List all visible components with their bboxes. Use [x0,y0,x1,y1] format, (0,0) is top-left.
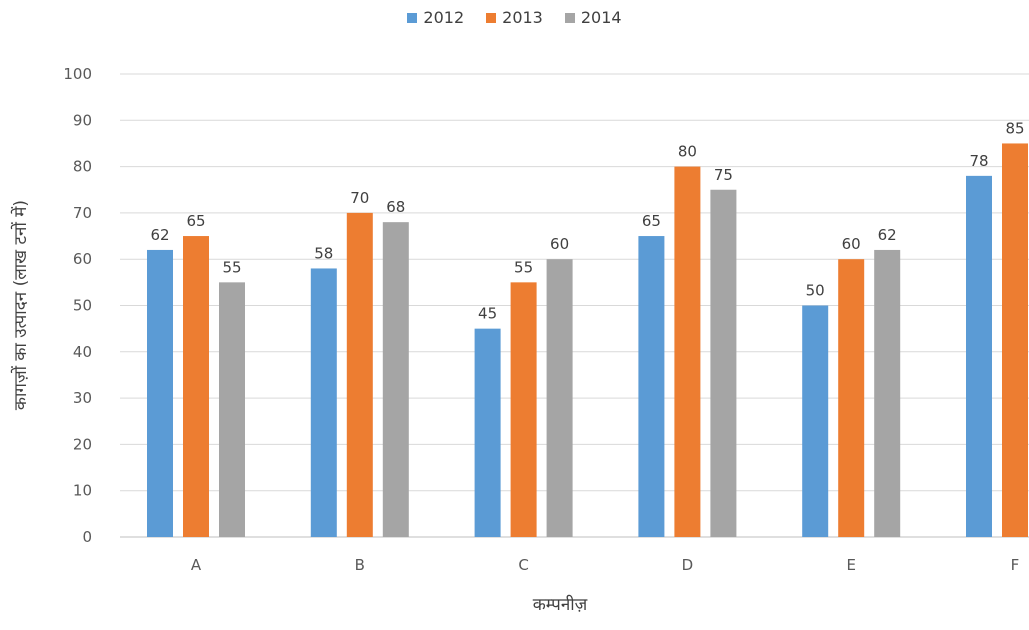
legend-swatch-2012 [407,12,418,23]
bar-F-2012 [966,175,992,538]
bar-C-2013 [510,282,537,537]
y-axis-ticks: 0 10 20 30 40 50 60 70 80 90 100 [63,65,92,546]
data-label-D-2013: 80 [678,143,697,161]
data-label-E-2014: 62 [878,226,897,244]
x-tick-label-D: D [682,556,694,574]
legend-label-2012: 2012 [423,8,465,27]
x-tick-label-A: A [191,556,202,574]
y-tick-label: 0 [82,528,92,546]
data-label-C-2012: 45 [478,305,497,323]
data-label-C-2013: 55 [514,258,533,276]
y-tick-label: 30 [73,389,92,407]
x-tick-label-F: F [1011,556,1020,574]
y-tick-label: 50 [73,297,92,315]
legend-item-2014: 2014 [564,8,622,27]
data-label-A-2013: 65 [186,212,205,230]
data-label-B-2013: 70 [350,189,369,207]
y-tick-label: 70 [73,204,92,222]
bar-D-2014 [710,189,737,537]
y-axis-title: कागज़ों का उत्पादन (लाख टनों में) [10,200,31,410]
bar-D-2012 [638,236,665,538]
data-labels: 62 65 55 58 70 68 45 55 60 65 80 75 50 60 62 78 85 [150,119,1024,322]
legend-swatch-2014 [564,12,575,23]
y-tick-label: 80 [73,158,92,176]
x-tick-label-B: B [355,556,365,574]
y-tick-label: 60 [73,250,92,268]
y-tick-label: 20 [73,435,92,453]
data-label-D-2012: 65 [642,212,661,230]
bar-E-2013 [838,259,865,537]
data-label-A-2014: 55 [222,258,241,276]
x-tick-label-E: E [846,556,855,574]
bar-B-2013 [346,212,373,537]
y-tick-label: 100 [63,65,92,83]
bar-A-2013 [183,236,209,538]
data-label-B-2012: 58 [314,244,333,262]
data-label-F-2012: 78 [969,152,988,170]
legend-item-2012: 2012 [407,8,464,27]
data-label-B-2014: 68 [386,198,405,216]
legend-label-2013: 2013 [502,8,543,27]
bars [147,143,1028,538]
x-axis-ticks: A B C D E F [191,556,1019,574]
legend-item-2013: 2013 [486,8,543,27]
data-label-F-2013: 85 [1005,119,1024,137]
data-label-E-2012: 50 [806,282,825,300]
y-tick-label: 90 [73,111,92,129]
bar-E-2014 [874,249,901,537]
bar-C-2014 [546,259,573,537]
y-tick-label: 10 [73,482,92,500]
legend-swatch-2013 [486,12,497,23]
data-label-E-2013: 60 [842,235,861,253]
bar-B-2014 [382,222,409,537]
data-label-C-2014: 60 [550,235,569,253]
gridlines [120,73,1029,538]
bar-F-2013 [1002,143,1028,537]
bar-B-2012 [310,268,337,537]
bar-A-2012 [147,249,173,537]
legend-label-2014: 2014 [580,8,622,27]
bar-C-2012 [474,328,501,537]
x-axis-title: कम्पनीज़ [533,594,588,615]
bar-A-2014 [219,282,245,537]
data-label-D-2014: 75 [714,166,733,184]
legend: 2012 2013 2014 [0,8,1029,27]
data-label-A-2012: 62 [150,226,169,244]
y-tick-label: 40 [73,343,92,361]
bar-E-2012 [802,305,829,537]
bar-D-2013 [674,166,701,537]
x-tick-label-C: C [518,556,528,574]
